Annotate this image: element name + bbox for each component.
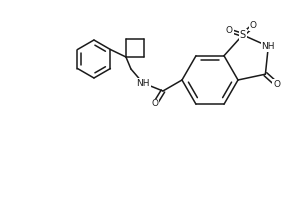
Text: O: O <box>250 21 256 30</box>
Text: S: S <box>240 30 246 40</box>
Text: NH: NH <box>262 42 275 51</box>
Text: NH: NH <box>136 78 150 88</box>
Text: O: O <box>152 99 158 108</box>
Text: O: O <box>273 80 280 89</box>
Text: O: O <box>226 26 233 35</box>
